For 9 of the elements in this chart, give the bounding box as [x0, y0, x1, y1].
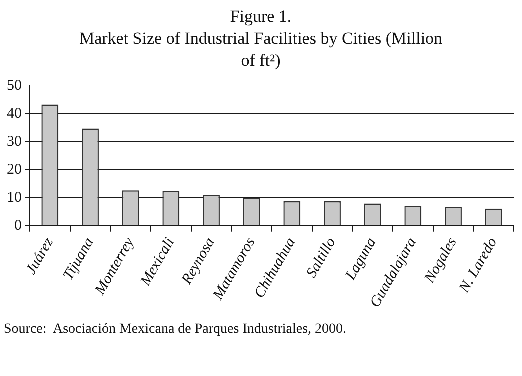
y-tick-label: 40: [7, 106, 22, 122]
y-tick-label: 20: [7, 162, 22, 178]
y-tick-label: 10: [7, 190, 22, 206]
chart-subtitle: Market Size of Industrial Facilities by Cities (Million of ft²): [78, 28, 444, 72]
source-note: Source: Asociación Mexicana de Parques Industriales, 2000.: [3, 322, 348, 338]
chart-title: Figure 1.: [229, 6, 293, 28]
y-tick-label: 50: [7, 78, 22, 94]
y-tick-label: 30: [7, 134, 22, 150]
y-tick-label: 0: [14, 218, 22, 234]
